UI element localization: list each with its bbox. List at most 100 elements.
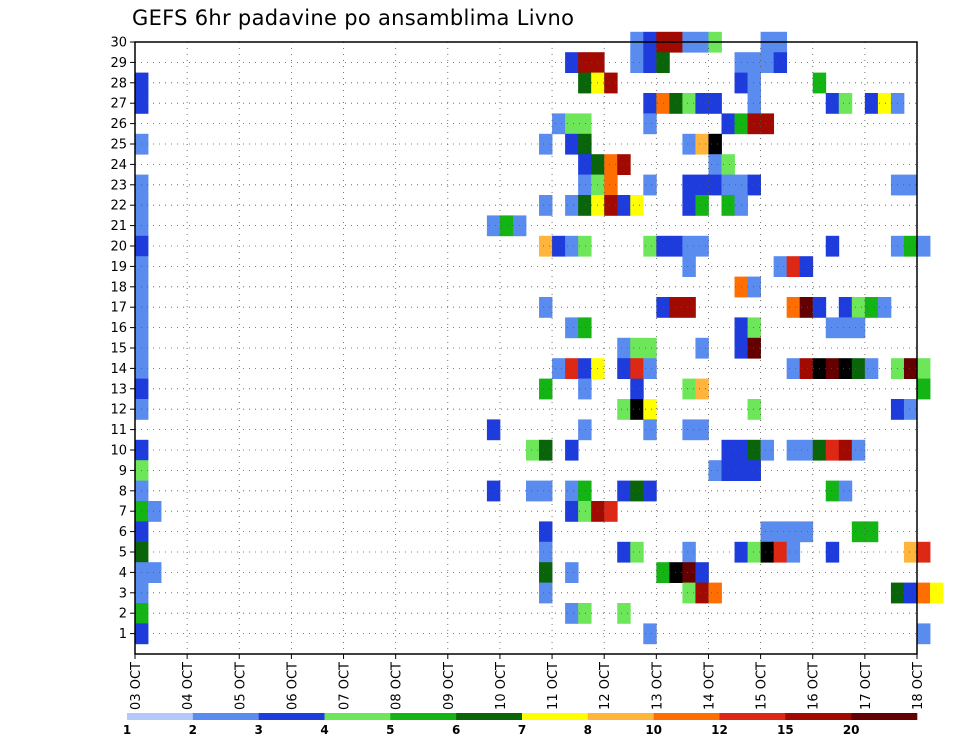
heatmap-cell bbox=[799, 439, 814, 461]
heatmap-cell bbox=[669, 297, 683, 318]
heatmap-cell bbox=[825, 358, 840, 379]
heatmap-cell bbox=[877, 93, 892, 114]
heatmap-cell bbox=[578, 501, 592, 522]
heatmap-cell bbox=[864, 297, 879, 318]
heatmap-cell bbox=[682, 133, 696, 155]
heatmap-cell bbox=[851, 317, 866, 339]
heatmap-cell bbox=[578, 154, 592, 175]
heatmap-cell bbox=[825, 93, 840, 114]
heatmap-cell bbox=[799, 256, 814, 277]
heatmap-cell bbox=[682, 93, 696, 114]
heatmap-cell bbox=[825, 541, 840, 563]
heatmap-cell bbox=[643, 235, 657, 257]
heatmap-cell bbox=[565, 52, 579, 73]
heatmap-cell bbox=[708, 582, 722, 604]
heatmap-cell bbox=[539, 480, 553, 502]
heatmap-cell bbox=[786, 541, 801, 563]
heatmap-cell bbox=[786, 256, 801, 277]
heatmap-cell bbox=[565, 235, 579, 257]
y-tick-label: 23 bbox=[110, 178, 127, 193]
colorbar-swatch bbox=[587, 713, 654, 720]
heatmap-cell bbox=[721, 174, 735, 196]
heatmap-cell bbox=[917, 582, 931, 604]
heatmap-cell bbox=[773, 52, 788, 73]
heatmap-cell bbox=[825, 480, 840, 502]
heatmap-cell bbox=[864, 93, 879, 114]
heatmap-cell bbox=[695, 174, 709, 196]
colorbar-label: 6 bbox=[452, 723, 460, 737]
heatmap-cell bbox=[669, 235, 683, 257]
heatmap-cell bbox=[682, 541, 696, 563]
y-tick-label: 7 bbox=[119, 505, 127, 520]
heatmap-cell bbox=[148, 562, 162, 583]
heatmap-cell bbox=[643, 174, 657, 196]
heatmap-cell bbox=[917, 541, 931, 563]
heatmap-cell bbox=[747, 52, 761, 73]
y-tick-label: 15 bbox=[110, 342, 127, 357]
colorbar-swatch bbox=[127, 713, 194, 720]
heatmap-cell bbox=[578, 235, 592, 257]
colorbar-label: 20 bbox=[843, 723, 860, 737]
colorbar-label: 4 bbox=[320, 723, 328, 737]
heatmap-cell bbox=[721, 439, 735, 461]
y-tick-label: 10 bbox=[110, 444, 127, 459]
heatmap-cell bbox=[708, 460, 722, 481]
y-tick-label: 6 bbox=[119, 525, 127, 540]
heatmap-cell bbox=[539, 582, 553, 604]
heatmap-cell bbox=[643, 93, 657, 114]
heatmap-cell bbox=[486, 419, 501, 441]
heatmap-cell bbox=[903, 399, 918, 420]
heatmap-cell bbox=[539, 562, 553, 583]
heatmap-cell bbox=[851, 521, 866, 543]
heatmap-cell bbox=[838, 358, 853, 379]
heatmap-cell bbox=[838, 480, 853, 502]
y-tick-label: 2 bbox=[119, 607, 127, 622]
heatmap-cell bbox=[786, 358, 801, 379]
heatmap-cell bbox=[760, 521, 775, 543]
heatmap-cell bbox=[903, 582, 918, 604]
heatmap-cell bbox=[917, 378, 931, 400]
heatmap-cell bbox=[695, 93, 709, 114]
y-tick-label: 18 bbox=[110, 280, 127, 295]
heatmap-cell bbox=[578, 113, 592, 135]
colorbar-label: 1 bbox=[123, 723, 131, 737]
heatmap-cell bbox=[825, 439, 840, 461]
heatmap-cell bbox=[643, 358, 657, 379]
heatmap-cell bbox=[695, 419, 709, 441]
heatmap-cell bbox=[604, 154, 618, 175]
heatmap-cell bbox=[747, 174, 761, 196]
heatmap-cell bbox=[747, 93, 761, 114]
y-tick-label: 26 bbox=[110, 117, 127, 132]
heatmap-cell bbox=[682, 297, 696, 318]
heatmap-cell bbox=[903, 174, 918, 196]
heatmap-cell bbox=[695, 378, 709, 400]
heatmap-cell bbox=[851, 439, 866, 461]
colorbar-label: 7 bbox=[518, 723, 526, 737]
heatmap-cell bbox=[643, 52, 657, 73]
heatmap-cell bbox=[617, 603, 631, 624]
heatmap-cell bbox=[682, 174, 696, 196]
x-tick-label: 12 OCT bbox=[598, 662, 613, 710]
heatmap-cell bbox=[148, 501, 162, 522]
heatmap-cell bbox=[760, 113, 775, 135]
heatmap-cell bbox=[903, 541, 918, 563]
heatmap-cell bbox=[630, 378, 644, 400]
colorbar-label: 3 bbox=[254, 723, 262, 737]
x-tick-label: 15 OCT bbox=[755, 662, 770, 710]
heatmap-cell bbox=[604, 72, 618, 94]
heatmap-cell bbox=[786, 521, 801, 543]
heatmap-cell bbox=[565, 480, 579, 502]
heatmap-cell bbox=[747, 276, 761, 298]
colorbar-swatch bbox=[258, 713, 325, 720]
heatmap-cell bbox=[578, 358, 592, 379]
x-tick-label: 06 OCT bbox=[285, 662, 300, 710]
heatmap-cell bbox=[604, 501, 618, 522]
y-tick-label: 22 bbox=[110, 199, 127, 214]
x-tick-label: 04 OCT bbox=[181, 662, 196, 710]
heatmap-cell bbox=[682, 195, 696, 216]
heatmap-cell bbox=[630, 52, 644, 73]
colorbar-swatch bbox=[653, 713, 720, 720]
heatmap-cell bbox=[786, 297, 801, 318]
y-tick-label: 8 bbox=[119, 484, 127, 499]
x-tick-label: 17 OCT bbox=[859, 662, 874, 710]
